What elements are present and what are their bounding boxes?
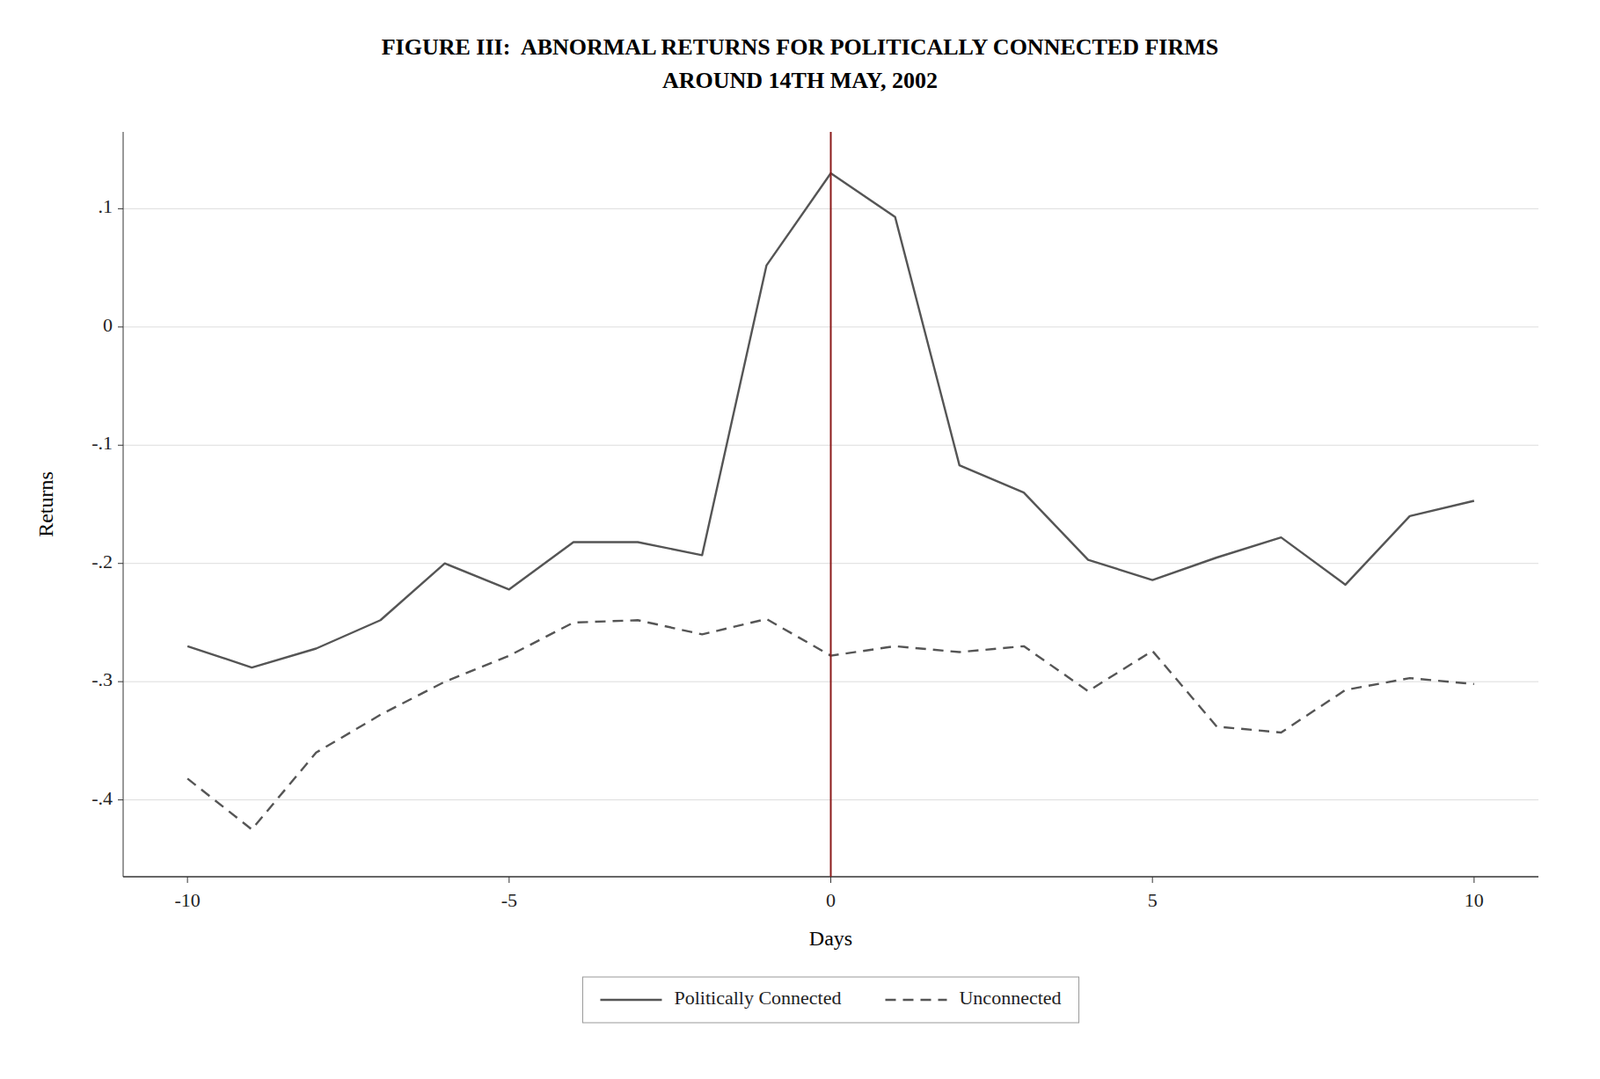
x-tick-label: -5 — [501, 889, 518, 912]
legend-label: Politically Connected — [673, 986, 841, 1009]
legend: Politically Connected Unconnected — [582, 977, 1079, 1023]
y-tick — [117, 445, 124, 446]
x-tick-label: -10 — [174, 889, 200, 912]
x-tick — [830, 876, 832, 884]
title: FIGURE III: ABNORMAL RETURNS FOR POLITIC… — [381, 34, 1220, 60]
y-tick-label: -.2 — [91, 550, 113, 573]
y-tick-label: -.4 — [91, 787, 113, 810]
legend-frame — [582, 977, 1079, 1023]
y-axis — [123, 131, 125, 877]
x-tick — [508, 876, 510, 884]
y-tick — [117, 799, 124, 801]
y-tick-label: -.1 — [91, 431, 113, 454]
background — [0, 0, 1600, 1079]
y-tick-label: .1 — [98, 195, 114, 218]
y-tick — [117, 326, 124, 328]
x-tick — [187, 876, 189, 884]
plot-area — [187, 131, 1475, 877]
legend-swatch — [599, 999, 662, 1002]
reference-line — [830, 131, 833, 877]
y-tick-label: -.3 — [91, 668, 113, 691]
y-axis-label: Returns — [34, 471, 58, 538]
x-axis-label: Days — [809, 927, 853, 950]
chart: FIGURE III: ABNORMAL RETURNS FOR POLITIC… — [0, 0, 1600, 1079]
subtitle: AROUND 14TH MAY, 2002 — [662, 67, 938, 94]
legend-label: Unconnected — [958, 986, 1061, 1009]
x-tick — [1473, 876, 1475, 884]
y-tick — [117, 562, 124, 564]
y-tick — [117, 681, 124, 683]
x-tick-label: 5 — [1147, 889, 1158, 912]
y-tick — [117, 208, 124, 210]
x-tick-label: 0 — [825, 889, 836, 912]
x-tick — [1152, 876, 1154, 884]
legend-swatch — [884, 999, 947, 1002]
x-tick-label: 10 — [1464, 889, 1484, 912]
y-tick-label: 0 — [102, 314, 113, 337]
